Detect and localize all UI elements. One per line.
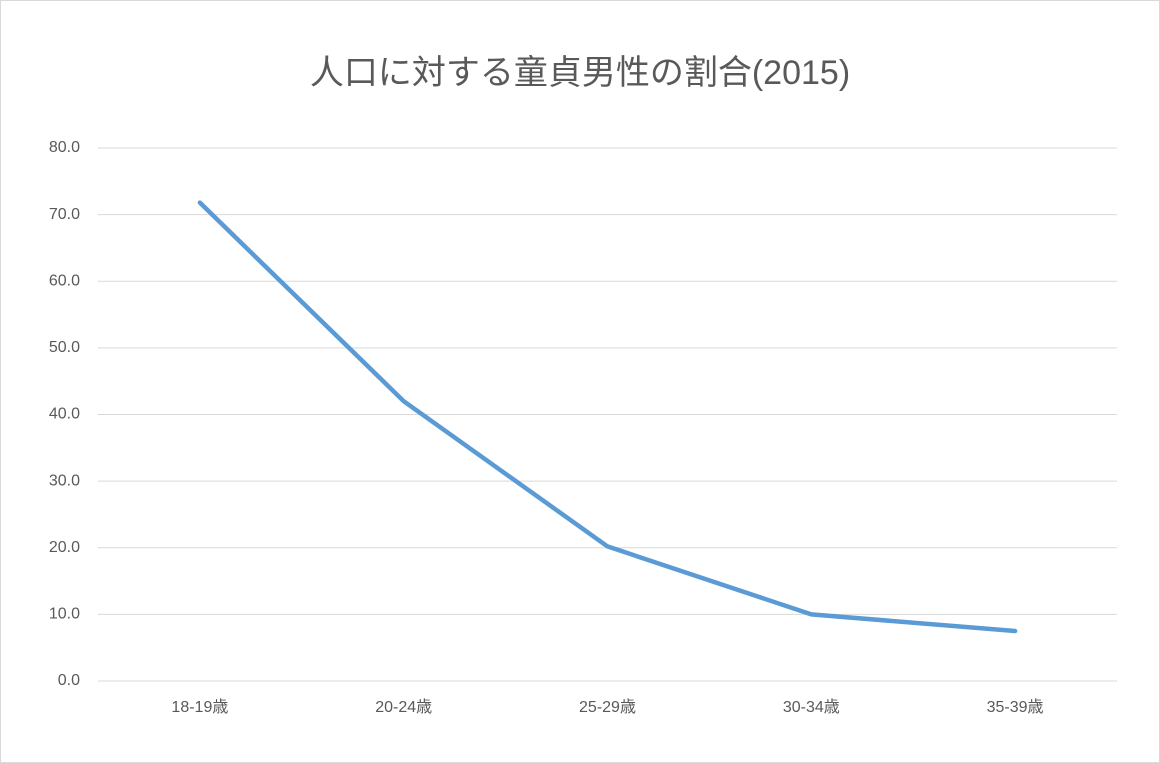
x-tick-label: 20-24歳 bbox=[375, 698, 432, 716]
x-tick-label: 18-19歳 bbox=[171, 698, 228, 716]
line-series bbox=[197, 200, 1018, 634]
x-tick-label: 35-39歳 bbox=[987, 698, 1044, 716]
y-tick-label: 40.0 bbox=[49, 406, 80, 423]
y-tick-label: 70.0 bbox=[49, 206, 80, 223]
y-tick-label: 60.0 bbox=[49, 272, 80, 289]
chart-title: 人口に対する童貞男性の割合(2015) bbox=[310, 54, 850, 92]
y-tick-label: 50.0 bbox=[49, 339, 80, 356]
x-tick-label: 30-34歳 bbox=[783, 698, 840, 716]
x-tick-label: 25-29歳 bbox=[579, 698, 636, 716]
y-tick-label: 20.0 bbox=[49, 539, 80, 556]
y-tick-label: 80.0 bbox=[49, 139, 80, 156]
y-tick-label: 10.0 bbox=[49, 606, 80, 623]
y-tick-label: 30.0 bbox=[49, 472, 80, 489]
y-tick-label: 0.0 bbox=[58, 672, 80, 689]
